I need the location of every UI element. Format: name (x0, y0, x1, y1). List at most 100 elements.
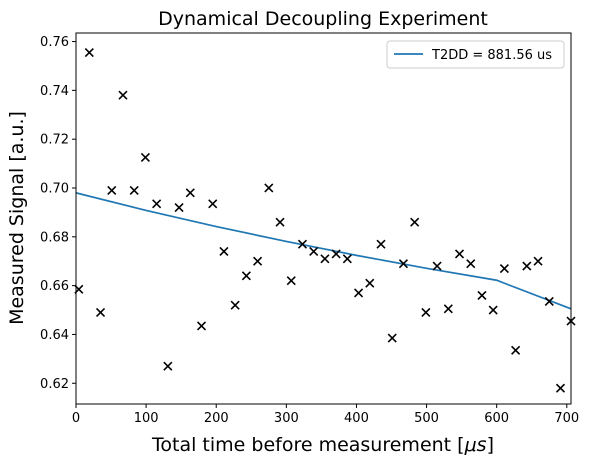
data-point (342, 254, 352, 264)
data-point-stroke (95, 307, 106, 318)
y-tick-label: 0.62 (40, 377, 69, 392)
data-point (432, 261, 442, 271)
data-point-stroke (499, 263, 509, 274)
data-point-stroke (421, 307, 431, 318)
data-point-stroke (275, 217, 285, 227)
data-point-stroke (264, 183, 274, 193)
data-point-stroke (454, 249, 465, 259)
x-tick-label: 400 (344, 411, 369, 426)
data-point (353, 288, 364, 298)
data-point (129, 185, 139, 195)
data-point (140, 152, 150, 163)
data-point (533, 256, 543, 266)
data-point-stroke (241, 271, 251, 281)
data-point-stroke (353, 288, 364, 298)
x-tick-label: 600 (484, 411, 509, 426)
data-point-stroke (477, 290, 487, 300)
data-point (488, 305, 498, 315)
data-point-stroke (511, 345, 521, 355)
y-tick-label: 0.74 (40, 84, 69, 99)
data-point-stroke (555, 383, 566, 393)
data-point-stroke (163, 361, 173, 371)
data-point (320, 254, 330, 264)
data-point (511, 345, 521, 355)
data-point (466, 259, 476, 269)
y-tick-label: 0.72 (40, 133, 69, 148)
x-axis-label-prefix: Total time before measurement [ (151, 434, 465, 456)
data-point-stroke (331, 249, 341, 259)
data-point (185, 188, 195, 198)
data-point (174, 202, 184, 213)
data-point (230, 300, 240, 310)
data-point (443, 304, 453, 314)
data-point (208, 199, 218, 209)
data-point-stroke (118, 90, 128, 100)
data-point (253, 256, 263, 266)
data-point-stroke (376, 239, 386, 249)
data-point (376, 239, 386, 249)
data-point-stroke (365, 278, 375, 288)
data-point-stroke (297, 239, 308, 249)
data-point-stroke (443, 304, 453, 314)
y-tick-label: 0.64 (40, 328, 69, 343)
y-axis-label: Measured Signal [a.u.] (6, 111, 28, 325)
data-point (544, 296, 554, 307)
data-point-stroke (107, 185, 117, 195)
legend-fit-label: T2DD = 881.56 us (431, 48, 552, 63)
data-point (286, 276, 296, 286)
chart-title: Dynamical Decoupling Experiment (158, 8, 488, 30)
data-point (421, 307, 431, 318)
y-tick-label: 0.76 (40, 35, 69, 50)
data-point (107, 185, 117, 195)
data-point-stroke (309, 246, 319, 257)
data-point (196, 321, 207, 331)
data-point (331, 249, 341, 259)
plot-area (74, 32, 576, 405)
data-point-stroke (140, 152, 150, 163)
x-axis-label-unit: μs (464, 434, 487, 456)
data-point-stroke (196, 321, 207, 331)
data-point-stroke (286, 276, 296, 286)
data-point (365, 278, 375, 288)
plot-frame (75, 32, 572, 405)
data-point-stroke (488, 305, 498, 315)
y-tick-label: 0.70 (40, 181, 69, 196)
data-point (499, 263, 509, 274)
data-point (241, 271, 251, 281)
data-point-stroke (342, 254, 352, 264)
data-point-stroke (208, 199, 218, 209)
data-point (387, 333, 397, 343)
data-point-stroke (84, 47, 94, 58)
data-point (264, 183, 274, 193)
data-point (297, 239, 308, 249)
data-point (410, 217, 420, 227)
data-point-stroke (174, 202, 184, 213)
data-point-stroke (432, 261, 442, 271)
data-point (95, 307, 106, 318)
x-tick-label: 0 (72, 411, 80, 426)
data-point (219, 246, 229, 257)
data-point (163, 361, 173, 371)
fit-layer (75, 192, 572, 310)
x-tick-label: 100 (134, 411, 159, 426)
x-tick-label: 700 (554, 411, 579, 426)
y-axis-ticks: 0.62 0.64 0.66 0.68 0.70 0.72 0.74 0.76 (40, 35, 76, 392)
data-point (84, 47, 94, 58)
legend-box (386, 40, 565, 69)
data-point-stroke (230, 300, 240, 310)
points-layer (74, 47, 576, 393)
data-point-stroke (253, 256, 263, 266)
data-point-stroke (152, 199, 162, 209)
plot-background (76, 33, 571, 404)
x-axis-label: Total time before measurement [μs] (151, 434, 494, 456)
data-point-stroke (387, 333, 397, 343)
legend: T2DD = 881.56 us (386, 40, 565, 69)
data-point-stroke (219, 246, 229, 257)
data-point (118, 90, 128, 100)
x-tick-label: 500 (414, 411, 439, 426)
data-point-stroke (129, 185, 139, 195)
data-point-stroke (320, 254, 330, 264)
data-point (275, 217, 285, 227)
y-tick-label: 0.68 (40, 230, 69, 245)
